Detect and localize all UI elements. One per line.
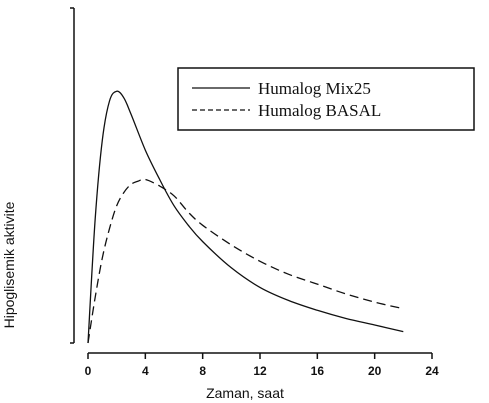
x-tick-label-0: 0	[85, 364, 92, 378]
x-tick-label-24: 24	[425, 364, 439, 378]
x-tick-label-16: 16	[311, 364, 325, 378]
axes: 0 4 8 12 16 20 24	[70, 7, 439, 378]
x-tick-label-8: 8	[199, 364, 206, 378]
series-line-1	[87, 90, 404, 344]
series-line-2	[87, 178, 404, 344]
x-tick-label-4: 4	[142, 364, 149, 378]
legend-box	[177, 67, 475, 131]
x-axis-title: Zaman, saat	[206, 385, 284, 401]
series-layer	[87, 90, 404, 344]
legend-label-1: Humalog Mix25	[258, 79, 371, 98]
x-tick-label-12: 12	[253, 364, 267, 378]
legend-label-2: Humalog BASAL	[258, 101, 381, 120]
legend: Humalog Mix25 Humalog BASAL	[177, 67, 475, 131]
y-axis-title: Hipoglisemik aktivite	[1, 201, 17, 328]
x-tick-label-20: 20	[368, 364, 382, 378]
